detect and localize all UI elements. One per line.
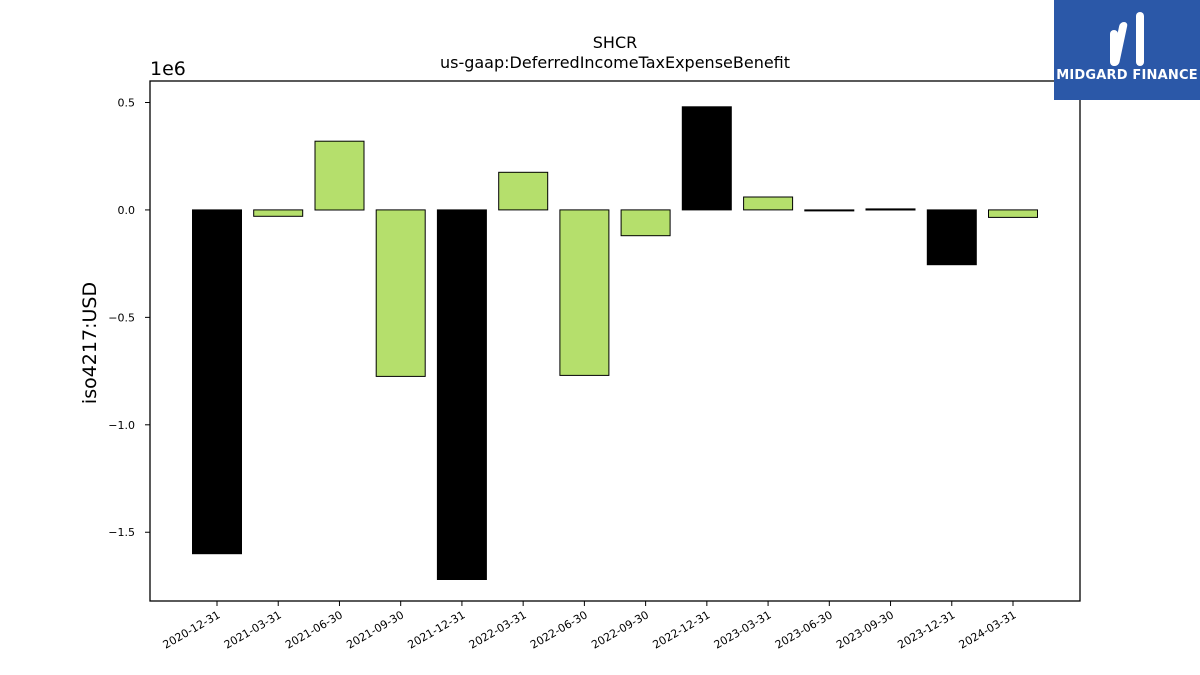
logo-text: MIDGARD FINANCE xyxy=(1056,68,1198,83)
bar-2021-12-31 xyxy=(436,209,487,580)
x-tick-label: 2022-03-31 xyxy=(467,608,529,651)
x-tick-label: 2024-03-31 xyxy=(957,608,1019,651)
x-tick-label: 2022-06-30 xyxy=(528,608,590,651)
bar-2021-09-30 xyxy=(375,209,426,377)
x-tick-label: 2021-12-31 xyxy=(406,608,468,651)
x-tick-label: 2021-03-31 xyxy=(222,608,284,651)
y-tick-label: 0.5 xyxy=(118,96,136,109)
bar-2023-09-30 xyxy=(865,208,916,211)
x-tick-label: 2020-12-31 xyxy=(161,608,223,651)
bar-2023-06-30 xyxy=(804,209,855,212)
bar-2022-06-30 xyxy=(559,209,610,376)
bar-2021-03-31 xyxy=(253,209,304,217)
bars-group xyxy=(192,106,1038,580)
bar-2020-12-31 xyxy=(192,209,242,555)
y-tick-label: −1.5 xyxy=(108,526,135,539)
x-tick-label: 2022-12-31 xyxy=(650,608,712,651)
bar-2021-06-30 xyxy=(314,140,365,211)
plot-frame xyxy=(149,80,1081,602)
y-scale-label: 1e6 xyxy=(150,58,186,80)
bar-2024-03-31 xyxy=(988,209,1038,218)
x-axis: 2020-12-31 2021-03-31 2021-06-30 2021-09-30… xyxy=(161,601,1019,652)
bar-2022-03-31 xyxy=(498,171,549,211)
y-axis: 0.5 0.0 −0.5 −1.0 −1.5 xyxy=(108,96,150,539)
y-tick-label: 0.0 xyxy=(118,204,136,217)
x-tick-label: 2021-09-30 xyxy=(344,608,406,651)
chart-title: SHCR xyxy=(593,33,637,52)
bar-2022-09-30 xyxy=(620,209,671,237)
x-tick-label: 2023-12-31 xyxy=(895,608,957,651)
x-tick-label: 2023-03-31 xyxy=(712,608,774,651)
midgard-finance-logo: MIDGARD FINANCE xyxy=(1054,0,1200,100)
x-tick-label: 2023-06-30 xyxy=(773,608,835,651)
x-tick-label: 2021-06-30 xyxy=(283,608,345,651)
y-axis-label: iso4217:USD xyxy=(79,282,101,404)
y-tick-label: −1.0 xyxy=(108,419,135,432)
chart-subtitle: us-gaap:DeferredIncomeTaxExpenseBenefit xyxy=(440,53,790,72)
bar-2023-12-31 xyxy=(926,209,977,266)
bar-2022-12-31 xyxy=(681,106,732,211)
x-tick-label: 2023-09-30 xyxy=(834,608,896,651)
logo-mark-icon xyxy=(1110,12,1144,66)
y-tick-label: −0.5 xyxy=(108,311,135,324)
bar-2023-03-31 xyxy=(743,196,794,211)
x-tick-label: 2022-09-30 xyxy=(589,608,651,651)
